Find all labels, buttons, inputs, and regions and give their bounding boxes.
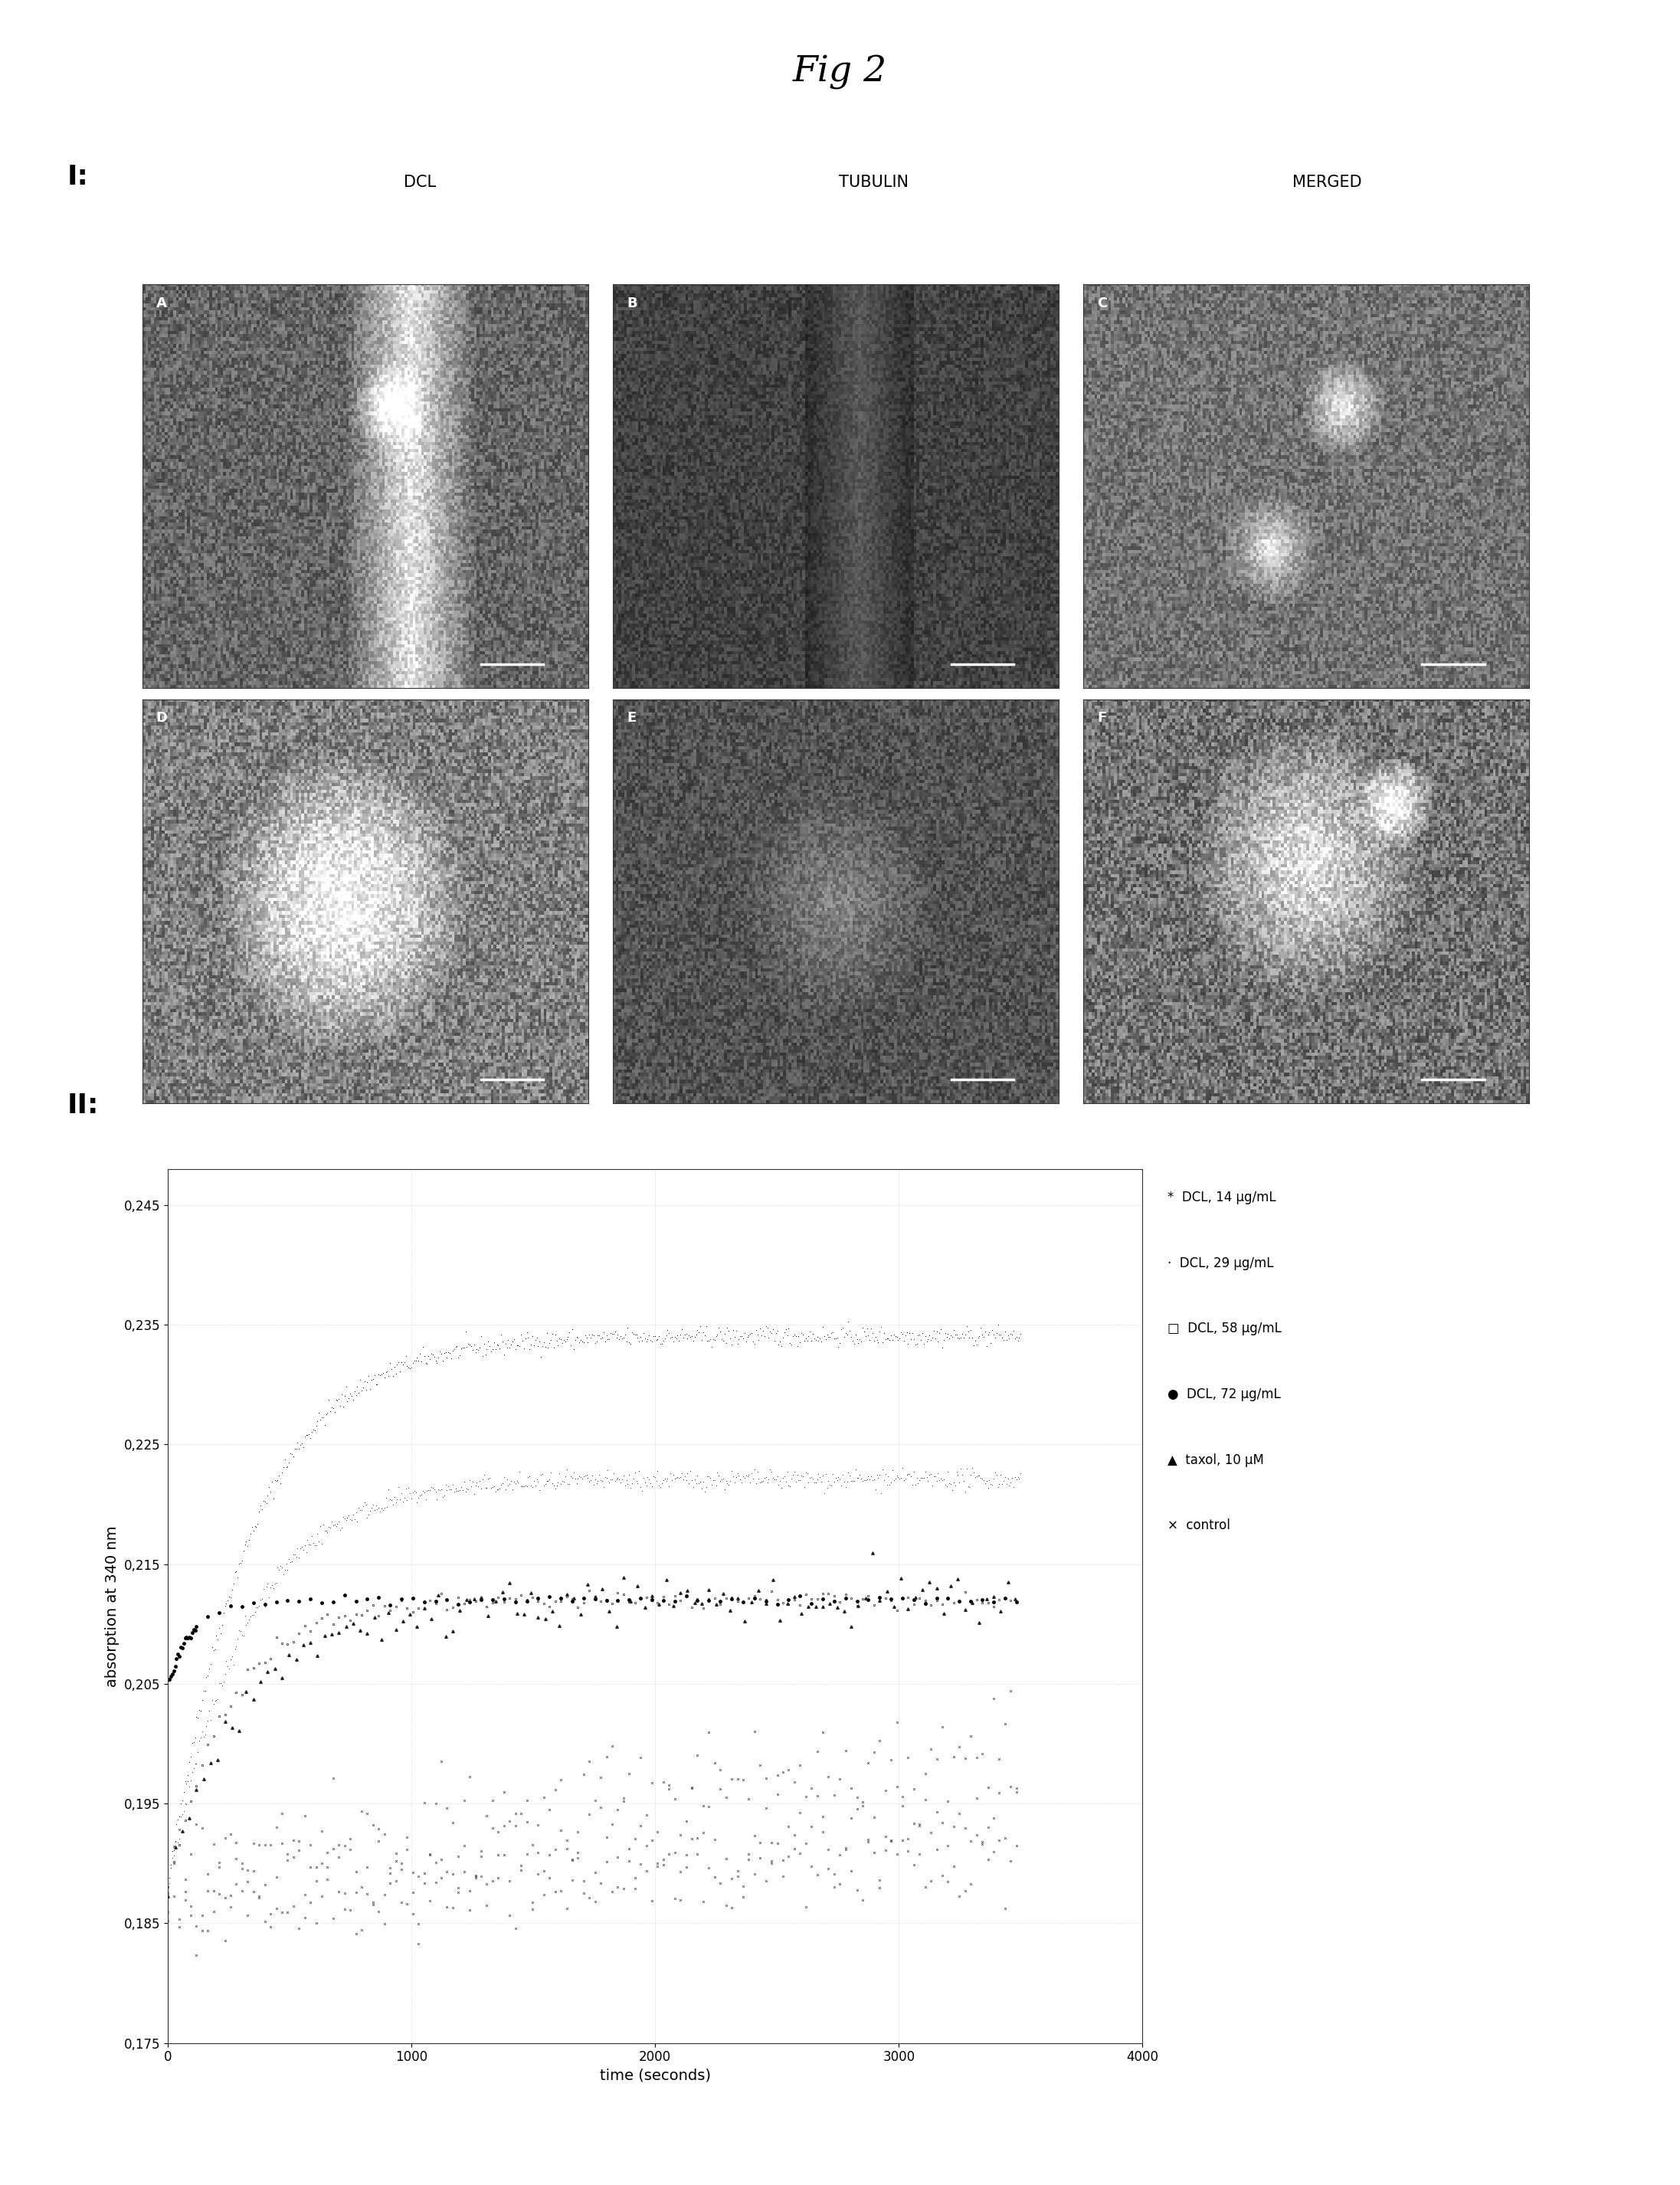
Text: ●  DCL, 72 μg/mL: ● DCL, 72 μg/mL — [1168, 1387, 1280, 1401]
Text: E: E — [627, 712, 637, 725]
X-axis label: time (seconds): time (seconds) — [600, 2069, 711, 2082]
Text: *  DCL, 14 μg/mL: * DCL, 14 μg/mL — [1168, 1191, 1277, 1204]
Text: ▲  taxol, 10 μM: ▲ taxol, 10 μM — [1168, 1453, 1263, 1466]
Text: I:: I: — [67, 164, 89, 190]
Text: C: C — [1097, 297, 1107, 310]
Text: Fig 2: Fig 2 — [793, 55, 887, 90]
Text: F: F — [1097, 712, 1107, 725]
Text: D: D — [156, 712, 168, 725]
Text: A: A — [156, 297, 166, 310]
Y-axis label: absorption at 340 nm: absorption at 340 nm — [106, 1525, 119, 1687]
Text: □  DCL, 58 μg/mL: □ DCL, 58 μg/mL — [1168, 1322, 1282, 1335]
Text: DCL: DCL — [403, 175, 437, 190]
Text: TUBULIN: TUBULIN — [838, 175, 909, 190]
Text: B: B — [627, 297, 637, 310]
Text: ·  DCL, 29 μg/mL: · DCL, 29 μg/mL — [1168, 1256, 1273, 1269]
Text: ×  control: × control — [1168, 1519, 1230, 1532]
Text: II:: II: — [67, 1092, 99, 1119]
Text: MERGED: MERGED — [1292, 175, 1362, 190]
